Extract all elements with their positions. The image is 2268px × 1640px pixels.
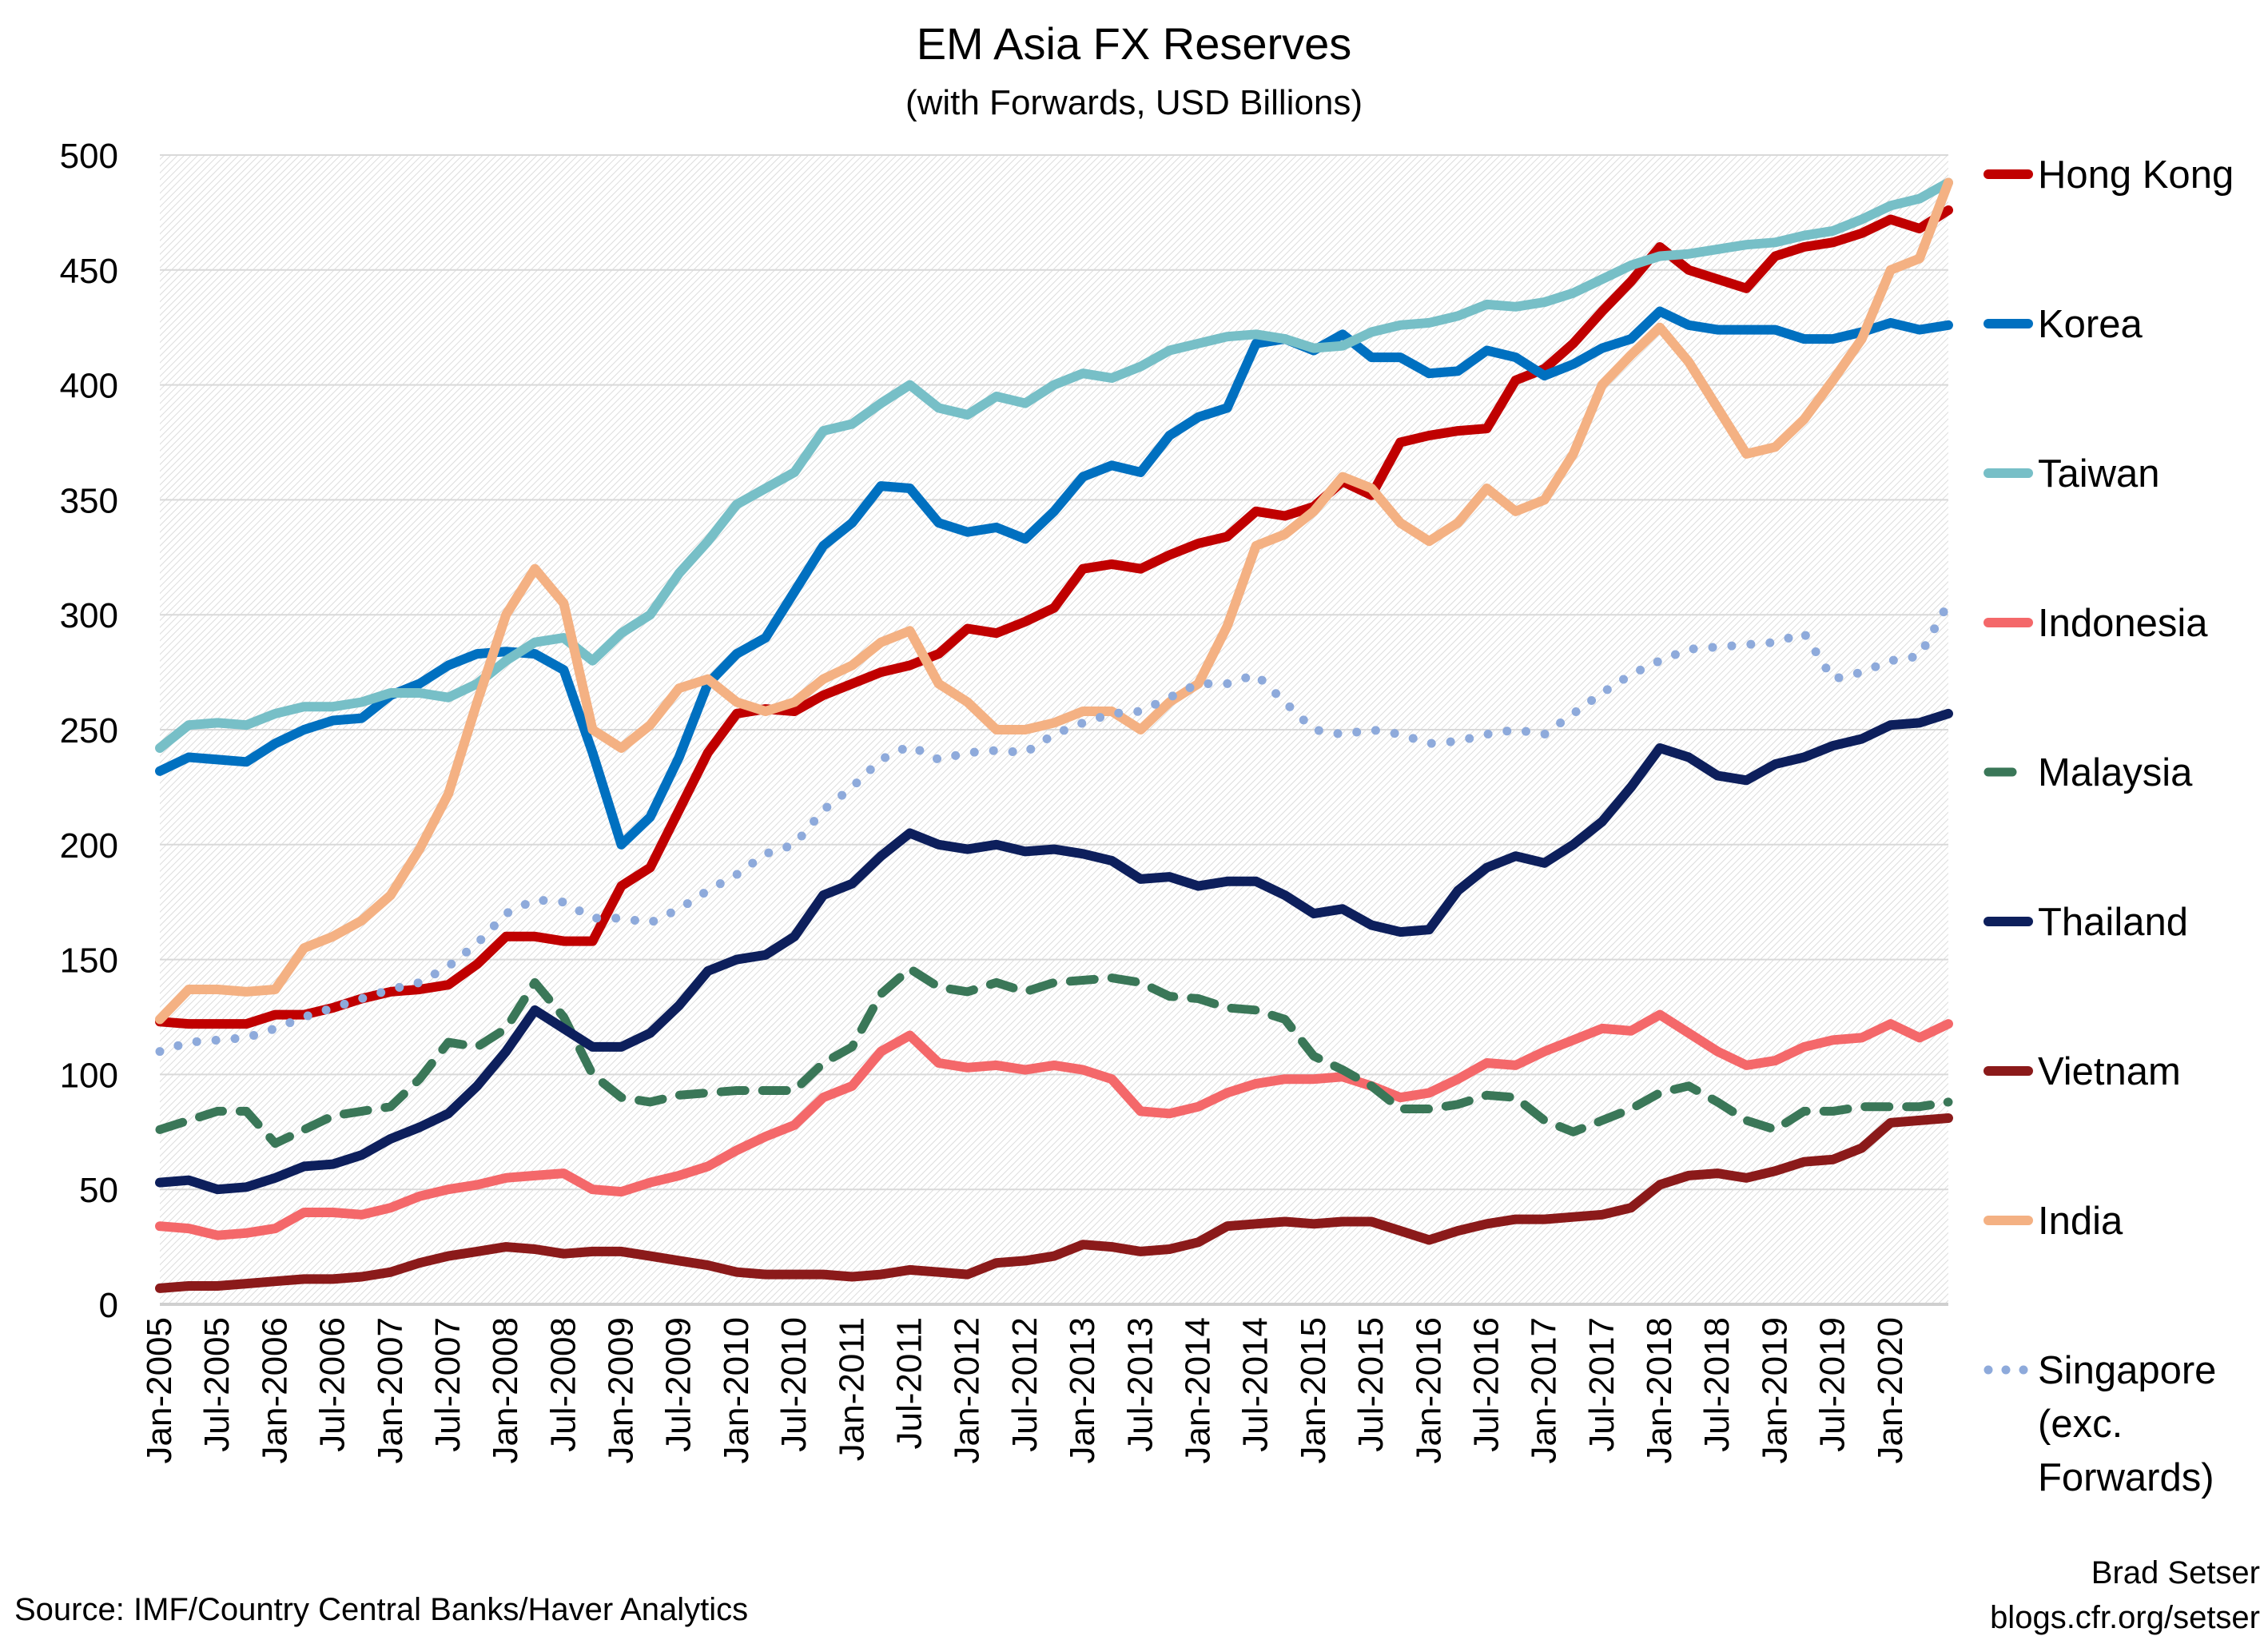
legend-item: Korea <box>1984 303 2143 346</box>
x-tick-label: Jul-2009 <box>659 1317 698 1452</box>
legend-item: India <box>1984 1200 2123 1243</box>
legend-label: Indonesia <box>2038 602 2208 645</box>
y-tick-label: 50 <box>79 1171 118 1210</box>
series-line-korea <box>155 306 1953 850</box>
y-tick-label: 100 <box>60 1056 118 1095</box>
x-tick-label: Jan-2018 <box>1640 1317 1679 1463</box>
x-tick-label: Jan-2016 <box>1409 1317 1448 1463</box>
x-tick-label: Jan-2017 <box>1525 1317 1564 1463</box>
legend-item: Thailand <box>1984 901 2188 944</box>
x-tick-label: Jan-2013 <box>1063 1317 1102 1463</box>
source-note: Source: IMF/Country Central Banks/Haver … <box>14 1592 749 1627</box>
y-tick-label: 450 <box>60 252 118 291</box>
series-line-taiwan <box>155 177 1953 753</box>
x-tick-label: Jul-2010 <box>774 1317 814 1452</box>
x-tick-label: Jul-2012 <box>1005 1317 1044 1452</box>
legend-label: Singapore <box>2038 1349 2216 1392</box>
legend-item: Malaysia <box>1984 751 2193 794</box>
blog-url: blogs.cfr.org/setser <box>1990 1600 2260 1635</box>
legend-item: Singapore (exc. Forwards) <box>1984 1349 2216 1499</box>
x-tick-label: Jul-2005 <box>197 1317 237 1452</box>
x-tick-label: Jul-2014 <box>1236 1317 1275 1452</box>
y-tick-label: 400 <box>60 367 118 406</box>
x-tick-label: Jan-2011 <box>832 1317 871 1461</box>
x-tick-label: Jul-2007 <box>428 1317 468 1452</box>
legend-label: (exc. <box>2038 1403 2123 1446</box>
legend-label: Hong Kong <box>2038 153 2234 197</box>
y-tick-label: 350 <box>60 481 118 520</box>
legend-label: Taiwan <box>2038 452 2160 496</box>
legend-label: Malaysia <box>2038 751 2193 794</box>
x-tick-label: Jan-2014 <box>1178 1317 1217 1463</box>
legend-label: India <box>2038 1200 2123 1243</box>
x-tick-label: Jul-2013 <box>1120 1317 1160 1452</box>
x-tick-label: Jul-2006 <box>313 1317 352 1452</box>
y-tick-label: 500 <box>60 137 118 176</box>
x-tick-label: Jul-2018 <box>1697 1317 1737 1452</box>
y-tick-label: 150 <box>60 941 118 981</box>
legend-label: Korea <box>2038 303 2143 346</box>
y-tick-label: 0 <box>99 1286 118 1325</box>
credit: Brad Setser blogs.cfr.org/setser <box>1990 1550 2260 1640</box>
chart-subtitle: (with Forwards, USD Billions) <box>905 83 1363 122</box>
x-tick-label: Jan-2008 <box>486 1317 525 1463</box>
x-tick-label: Jul-2015 <box>1351 1317 1391 1452</box>
series-line-vietnam <box>155 1113 1953 1293</box>
x-tick-label: Jan-2020 <box>1871 1317 1910 1463</box>
legend-item: Vietnam <box>1984 1050 2181 1093</box>
x-tick-label: Jan-2007 <box>371 1317 410 1463</box>
x-tick-label: Jan-2015 <box>1294 1317 1333 1463</box>
x-tick-label: Jul-2019 <box>1813 1317 1852 1452</box>
series-line-thailand <box>155 708 1953 1195</box>
x-tick-label: Jan-2019 <box>1755 1317 1794 1463</box>
y-tick-label: 250 <box>60 711 118 750</box>
legend-label: Forwards) <box>2038 1456 2214 1499</box>
series-line-malaysia <box>155 964 1953 1148</box>
x-tick-label: Jul-2016 <box>1466 1317 1506 1452</box>
legend-item: Taiwan <box>1984 452 2160 496</box>
author-name: Brad Setser <box>2091 1555 2260 1590</box>
chart-title: EM Asia FX Reserves <box>916 18 1352 69</box>
x-tick-label: Jan-2006 <box>255 1317 294 1463</box>
x-tick-label: Jan-2010 <box>717 1317 756 1463</box>
legend-item: Hong Kong <box>1984 153 2234 197</box>
legend-item: Indonesia <box>1984 602 2208 645</box>
x-tick-label: Jan-2009 <box>602 1317 641 1463</box>
y-tick-label: 300 <box>60 596 118 635</box>
legend-label: Thailand <box>2038 901 2188 944</box>
x-tick-label: Jul-2017 <box>1582 1317 1621 1452</box>
x-tick-label: Jul-2008 <box>543 1317 583 1452</box>
y-tick-label: 200 <box>60 826 118 866</box>
x-tick-label: Jan-2005 <box>140 1317 179 1463</box>
legend-label: Vietnam <box>2038 1050 2181 1093</box>
x-tick-label: Jul-2011 <box>890 1317 929 1450</box>
x-tick-label: Jan-2012 <box>948 1317 987 1463</box>
series-line-indonesia <box>155 1009 1953 1240</box>
series-line-india <box>155 177 1953 1025</box>
